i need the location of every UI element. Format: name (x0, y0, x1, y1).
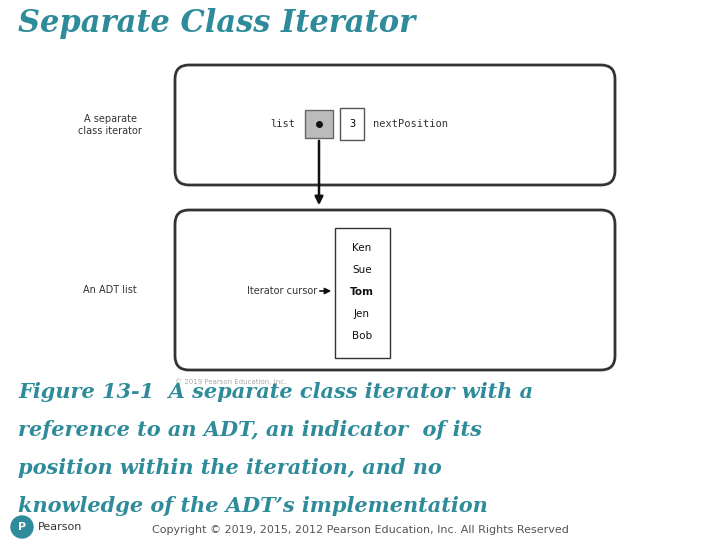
Text: Bob: Bob (352, 331, 372, 341)
Bar (335, 228, 390, 358)
Text: Tom: Tom (350, 287, 374, 297)
Text: position within the iteration, and no: position within the iteration, and no (18, 458, 442, 478)
Text: An ADT list: An ADT list (83, 285, 137, 295)
Text: Ken: Ken (352, 243, 372, 253)
FancyBboxPatch shape (175, 210, 615, 370)
Text: Figure 13-1  A separate class iterator with a: Figure 13-1 A separate class iterator wi… (18, 382, 533, 402)
FancyBboxPatch shape (175, 65, 615, 185)
Text: Copyright © 2019, 2015, 2012 Pearson Education, Inc. All Rights Reserved: Copyright © 2019, 2015, 2012 Pearson Edu… (152, 525, 568, 535)
Text: Jen: Jen (354, 309, 370, 319)
Bar (305, 110, 333, 138)
Text: P: P (18, 522, 26, 532)
Circle shape (11, 516, 33, 538)
Text: © 2019 Pearson Education, Inc.: © 2019 Pearson Education, Inc. (175, 378, 287, 384)
Text: Separate Class Iterator: Separate Class Iterator (18, 8, 415, 39)
Text: Pearson: Pearson (38, 522, 82, 532)
Text: Iterator cursor: Iterator cursor (247, 286, 317, 296)
Text: A separate
class iterator: A separate class iterator (78, 114, 142, 136)
Text: 3: 3 (349, 119, 355, 129)
Text: reference to an ADT, an indicator  of its: reference to an ADT, an indicator of its (18, 420, 482, 440)
Bar (340, 108, 364, 140)
Text: Sue: Sue (352, 265, 372, 275)
Text: nextPosition: nextPosition (373, 119, 448, 129)
Text: knowledge of the ADT’s implementation: knowledge of the ADT’s implementation (18, 496, 487, 516)
Text: list: list (270, 119, 295, 129)
